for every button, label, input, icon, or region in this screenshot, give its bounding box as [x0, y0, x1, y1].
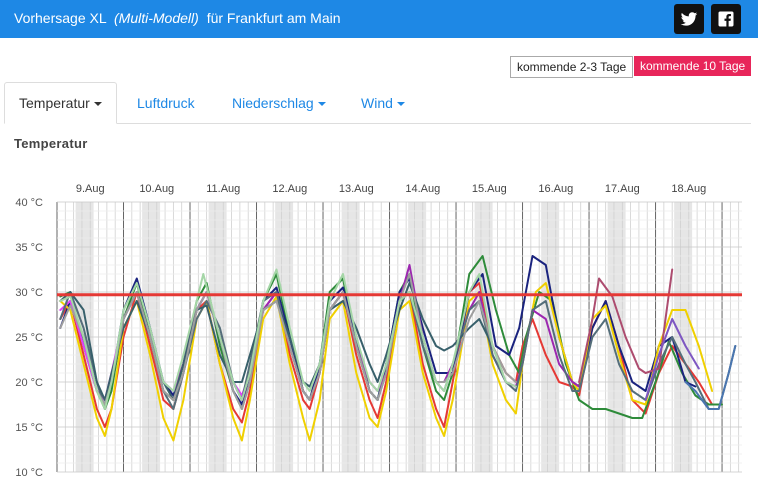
page-title: Vorhersage XL (Multi-Modell) für Frankfu…: [14, 10, 341, 26]
chevron-down-icon: [93, 102, 102, 107]
date-label: 18.Aug: [671, 183, 706, 195]
tab-luftdruck-label: Luftdruck: [137, 95, 195, 111]
tab-niederschlag[interactable]: Niederschlag: [232, 83, 326, 123]
date-label: 15.Aug: [472, 183, 507, 195]
date-label: 14.Aug: [405, 183, 440, 195]
facebook-icon: [718, 11, 734, 27]
range-10-days-button[interactable]: kommende 10 Tage: [634, 56, 752, 76]
y-tick-label: 10 °C: [15, 467, 43, 479]
y-tick-label: 20 °C: [15, 377, 43, 389]
title-prefix: Vorhersage XL: [14, 10, 107, 26]
series-line: [684, 345, 737, 410]
y-tick-label: 30 °C: [15, 287, 43, 299]
chevron-down-icon: [396, 102, 405, 107]
tab-temperatur-label: Temperatur: [19, 95, 90, 111]
date-label: 10.Aug: [139, 183, 174, 195]
date-label: 16.Aug: [538, 183, 573, 195]
date-label: 11.Aug: [206, 183, 240, 195]
facebook-share-button[interactable]: [711, 4, 741, 34]
tab-bar: Temperatur Luftdruck Niederschlag Wind: [4, 82, 751, 124]
title-suffix: für Frankfurt am Main: [206, 10, 341, 26]
tab-wind[interactable]: Wind: [361, 83, 405, 123]
section-title: Temperatur: [14, 136, 88, 151]
series-line: [644, 318, 700, 401]
y-tick-label: 35 °C: [15, 242, 43, 254]
date-label: 13.Aug: [339, 183, 374, 195]
temperature-chart: 40 °C 35 °C 30 °C 25 °C 20 °C 15 °C 10 °C 9.Aug…: [15, 183, 742, 479]
y-tick-label: 15 °C: [15, 422, 43, 434]
title-model-link[interactable]: (Multi-Modell): [114, 10, 199, 26]
tab-temperatur[interactable]: Temperatur: [4, 82, 117, 124]
tab-niederschlag-label: Niederschlag: [232, 95, 314, 111]
series-line: [59, 273, 517, 410]
y-tick-label: 25 °C: [15, 332, 43, 344]
chevron-down-icon: [317, 102, 326, 107]
top-bar: Vorhersage XL (Multi-Modell) für Frankfu…: [0, 0, 758, 38]
y-tick-label: 40 °C: [15, 197, 43, 209]
range-2-3-days-button[interactable]: kommende 2-3 Tage: [510, 56, 634, 78]
date-label: 17.Aug: [605, 183, 640, 195]
twitter-share-button[interactable]: [674, 4, 704, 34]
series-line: [59, 268, 517, 410]
twitter-icon: [680, 12, 698, 26]
date-label: 9.Aug: [76, 183, 105, 195]
series-line: [59, 282, 504, 401]
date-label: 12.Aug: [272, 183, 307, 195]
tab-wind-label: Wind: [361, 95, 393, 111]
tab-luftdruck[interactable]: Luftdruck: [137, 83, 195, 123]
